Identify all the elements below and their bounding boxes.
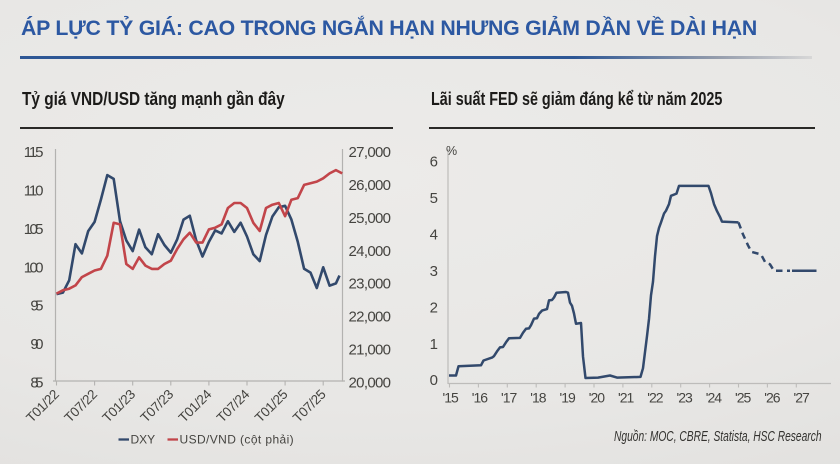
svg-text:0: 0 [430, 372, 438, 389]
svg-text:110: 110 [24, 182, 44, 199]
svg-text:22,000: 22,000 [349, 309, 392, 326]
svg-text:T07/22: T07/22 [61, 387, 100, 426]
svg-text:27,000: 27,000 [349, 144, 392, 161]
svg-text:105: 105 [24, 221, 44, 238]
svg-text:'23: '23 [677, 390, 694, 406]
svg-text:T07/23: T07/23 [138, 387, 177, 426]
svg-text:24,000: 24,000 [349, 243, 392, 260]
svg-text:DXY: DXY [131, 433, 156, 447]
svg-text:T01/22: T01/22 [23, 387, 62, 426]
svg-text:'18: '18 [530, 390, 547, 406]
svg-text:T07/24: T07/24 [214, 386, 253, 425]
svg-text:%: % [446, 144, 457, 158]
svg-text:1: 1 [430, 336, 438, 353]
svg-text:'19: '19 [560, 390, 577, 406]
svg-text:20,000: 20,000 [349, 375, 392, 392]
svg-text:26,000: 26,000 [349, 177, 392, 194]
svg-text:85: 85 [30, 375, 43, 392]
svg-text:115: 115 [24, 144, 44, 161]
svg-text:4: 4 [430, 226, 438, 243]
svg-text:T07/25: T07/25 [290, 387, 329, 426]
svg-text:'26: '26 [764, 390, 781, 406]
svg-text:'21: '21 [618, 390, 635, 406]
svg-text:'22: '22 [647, 390, 664, 406]
svg-text:'24: '24 [706, 390, 723, 406]
svg-text:100: 100 [24, 259, 44, 276]
svg-text:25,000: 25,000 [349, 210, 392, 227]
svg-text:'20: '20 [589, 390, 606, 406]
svg-text:21,000: 21,000 [349, 342, 392, 359]
svg-text:T01/25: T01/25 [252, 387, 291, 426]
svg-text:T01/23: T01/23 [99, 387, 138, 426]
svg-text:'16: '16 [472, 390, 489, 406]
svg-text:90: 90 [30, 336, 43, 353]
svg-text:'17: '17 [501, 390, 518, 406]
svg-text:'25: '25 [735, 390, 752, 406]
svg-text:2: 2 [430, 299, 438, 316]
svg-text:6: 6 [430, 154, 438, 171]
svg-text:23,000: 23,000 [349, 276, 392, 293]
svg-text:USD/VND (cột phải): USD/VND (cột phải) [180, 433, 295, 447]
svg-text:95: 95 [30, 298, 43, 315]
svg-text:T01/24: T01/24 [176, 386, 215, 425]
svg-text:'15: '15 [443, 390, 460, 406]
svg-text:5: 5 [430, 190, 438, 207]
svg-text:3: 3 [430, 263, 438, 280]
svg-text:'27: '27 [794, 390, 811, 406]
